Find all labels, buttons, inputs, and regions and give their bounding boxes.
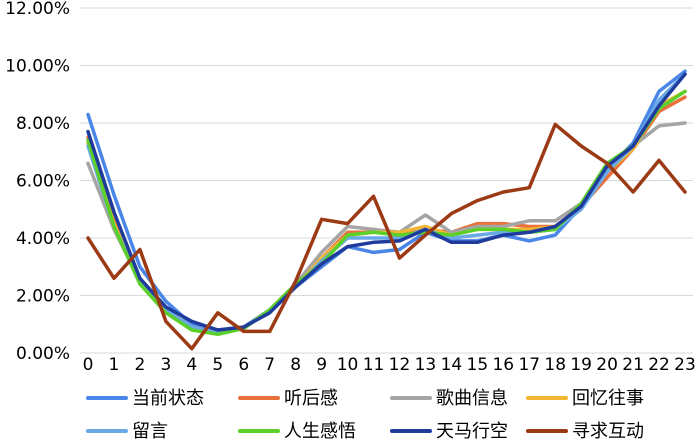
- x-tick-label: 12: [389, 355, 411, 375]
- series-line-4: [86, 72, 687, 335]
- series-line-3: [86, 89, 687, 335]
- series-line-6: [86, 72, 687, 332]
- x-tick-label: 8: [290, 355, 301, 375]
- x-tick-label: 13: [415, 355, 437, 375]
- x-tick-label: 6: [238, 355, 249, 375]
- x-tick-label: 16: [492, 355, 514, 375]
- x-tick-label: 3: [160, 355, 171, 375]
- legend-label-1: 听后感: [284, 388, 338, 409]
- y-axis-tick-labels: 0.00% 2.00% 4.00% 6.00% 8.00% 10.00% 12.00%: [5, 0, 70, 364]
- x-tick-label: 11: [363, 355, 385, 375]
- x-tick-label: 23: [674, 355, 696, 375]
- x-tick-label: 18: [544, 355, 566, 375]
- x-tick-label: 9: [316, 355, 327, 375]
- y-tick-label: 0.00%: [16, 344, 70, 364]
- legend-label-3: 回忆往事: [572, 388, 644, 409]
- x-tick-label: 21: [622, 355, 644, 375]
- legend-label-7: 寻求互动: [572, 421, 644, 442]
- legend-label-2: 歌曲信息: [436, 388, 508, 409]
- x-tick-label: 19: [570, 355, 592, 375]
- y-tick-label: 4.00%: [16, 229, 70, 249]
- legend-label-6: 天马行空: [436, 421, 508, 442]
- x-axis-tick-labels: 0 1 2 3 4 5 6 7 8 9 10 11 12 13 14 15 16 17 18 19 20 21 22 23: [83, 355, 696, 375]
- legend-label-5: 人生感悟: [284, 421, 356, 442]
- x-tick-label: 4: [186, 355, 197, 375]
- y-tick-label: 12.00%: [5, 0, 70, 19]
- x-tick-label: 15: [467, 355, 489, 375]
- series-line-0: [86, 69, 687, 332]
- x-tick-label: 22: [648, 355, 670, 375]
- series-lines: [86, 69, 687, 351]
- x-tick-label: 1: [109, 355, 120, 375]
- y-tick-label: 2.00%: [16, 287, 70, 307]
- series-line-5: [86, 89, 687, 337]
- series-line-7: [86, 122, 687, 351]
- x-tick-label: 20: [596, 355, 618, 375]
- legend-label-0: 当前状态: [132, 388, 204, 409]
- y-tick-label: 10.00%: [5, 57, 70, 77]
- legend-label-4: 留言: [132, 421, 168, 442]
- x-tick-label: 0: [83, 355, 94, 375]
- x-tick-label: 10: [337, 355, 359, 375]
- x-tick-label: 14: [441, 355, 463, 375]
- x-tick-label: 2: [134, 355, 145, 375]
- x-tick-label: 17: [518, 355, 540, 375]
- y-tick-label: 6.00%: [16, 172, 70, 192]
- x-tick-label: 7: [264, 355, 275, 375]
- x-tick-label: 5: [212, 355, 223, 375]
- y-tick-label: 8.00%: [16, 114, 70, 134]
- series-line-1: [86, 95, 687, 335]
